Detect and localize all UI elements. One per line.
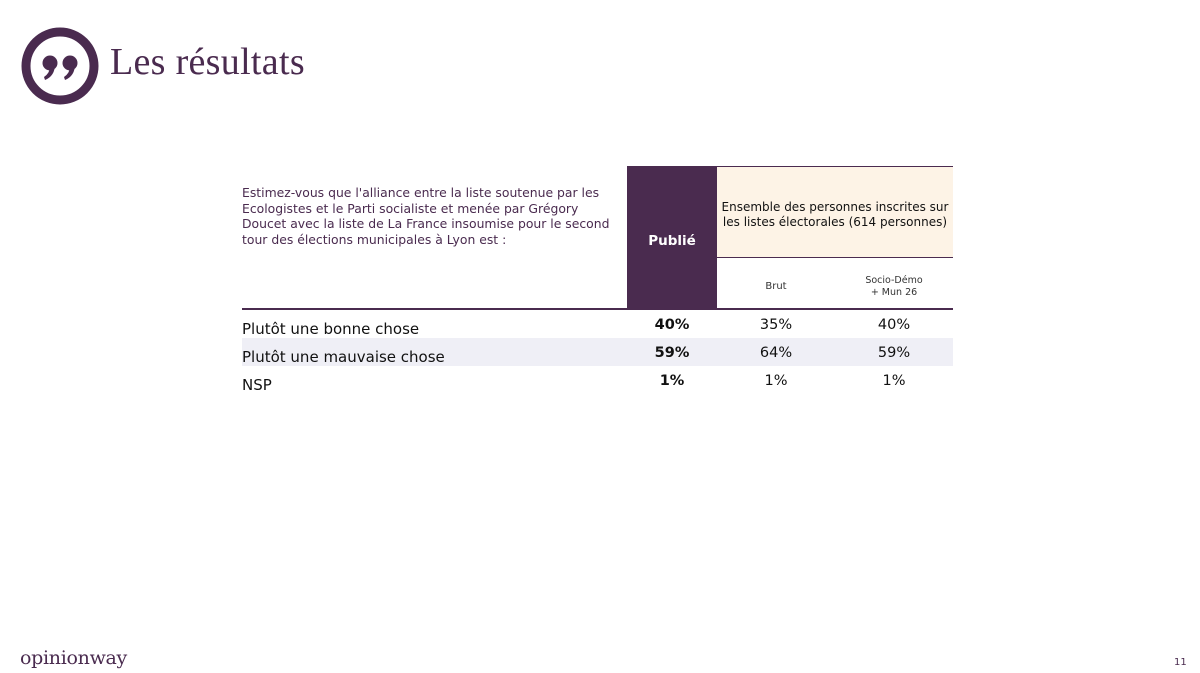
- page-title: Les résultats: [110, 41, 305, 83]
- cell-brut: 1%: [764, 373, 788, 389]
- cell-publie: 1%: [659, 373, 685, 389]
- cell-socio: 59%: [877, 345, 911, 361]
- publie-column-highlight: [627, 166, 717, 309]
- page-number: 11: [1174, 657, 1187, 668]
- cell-brut: 64%: [759, 345, 793, 361]
- cell-publie: 40%: [654, 317, 690, 333]
- row-label: NSP: [242, 376, 272, 394]
- subheader-socio-line2: + Mun 26: [870, 287, 918, 298]
- row-label: Plutôt une bonne chose: [242, 320, 420, 338]
- publie-header: Publié: [648, 233, 696, 249]
- table-row: Plutôt une bonne chose 40% 35% 40%: [242, 310, 953, 338]
- cell-socio: 1%: [882, 373, 906, 389]
- brand-logo: opinionway: [20, 647, 127, 669]
- subheader-socio-demo: Socio-Démo + Mun 26: [836, 275, 952, 299]
- table-row: NSP 1% 1% 1%: [242, 366, 953, 394]
- group-header: Ensemble des personnes inscrites sur les…: [721, 200, 949, 229]
- subheader-brut: Brut: [765, 281, 787, 292]
- question-text: Estimez-vous que l'alliance entre la lis…: [242, 185, 610, 247]
- cell-brut: 35%: [759, 317, 793, 333]
- cell-publie: 59%: [654, 345, 690, 361]
- row-label: Plutôt une mauvaise chose: [242, 348, 445, 366]
- subheader-socio-line1: Socio-Démo: [865, 275, 923, 286]
- header-divider: [242, 308, 953, 310]
- group-header-box: [717, 166, 953, 258]
- table-row: Plutôt une mauvaise chose 59% 64% 59%: [242, 338, 953, 366]
- cell-socio: 40%: [877, 317, 911, 333]
- quote-icon: [21, 27, 99, 105]
